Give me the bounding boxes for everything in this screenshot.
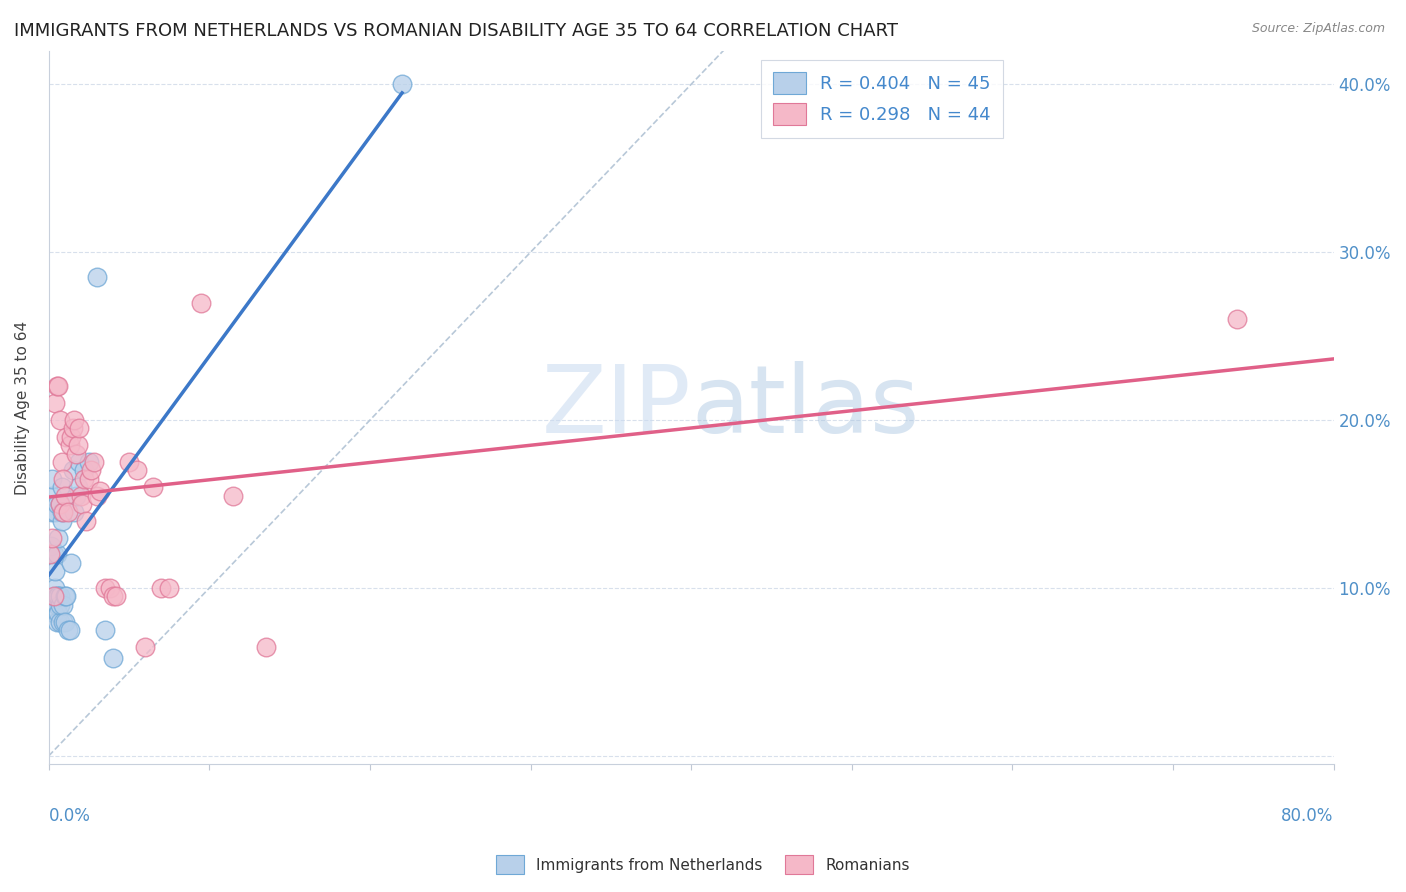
Legend: Immigrants from Netherlands, Romanians: Immigrants from Netherlands, Romanians bbox=[491, 849, 915, 880]
Point bbox=[62, 421, 84, 435]
Point bbox=[42, 548, 65, 562]
Point bbox=[45, 590, 67, 604]
Point bbox=[49, 497, 72, 511]
Point bbox=[72, 497, 94, 511]
Point bbox=[89, 483, 111, 498]
Point bbox=[49, 590, 72, 604]
Point bbox=[98, 581, 121, 595]
Point bbox=[77, 455, 100, 469]
Point bbox=[48, 590, 70, 604]
Point bbox=[60, 430, 83, 444]
Point bbox=[63, 505, 86, 519]
Point bbox=[52, 598, 75, 612]
Point bbox=[49, 615, 72, 629]
Point bbox=[56, 623, 79, 637]
Point bbox=[44, 396, 66, 410]
Point bbox=[52, 505, 75, 519]
Point bbox=[67, 421, 90, 435]
Point bbox=[44, 505, 66, 519]
Legend: R = 0.404   N = 45, R = 0.298   N = 44: R = 0.404 N = 45, R = 0.298 N = 44 bbox=[761, 60, 1004, 138]
Point bbox=[39, 598, 62, 612]
Point bbox=[63, 413, 86, 427]
Point bbox=[66, 438, 89, 452]
Point bbox=[56, 505, 79, 519]
Point bbox=[44, 581, 66, 595]
Point bbox=[39, 548, 62, 562]
Point bbox=[48, 606, 70, 620]
Text: 80.0%: 80.0% bbox=[1281, 807, 1334, 825]
Point bbox=[42, 590, 65, 604]
Point bbox=[157, 581, 180, 595]
Point bbox=[45, 497, 67, 511]
Point bbox=[41, 489, 63, 503]
Point bbox=[49, 413, 72, 427]
Point bbox=[67, 455, 90, 469]
Text: 0.0%: 0.0% bbox=[49, 807, 90, 825]
Text: ZIP: ZIP bbox=[541, 361, 692, 453]
Point bbox=[51, 514, 73, 528]
Y-axis label: Disability Age 35 to 64: Disability Age 35 to 64 bbox=[15, 320, 30, 494]
Point bbox=[51, 455, 73, 469]
Point bbox=[48, 379, 70, 393]
Point bbox=[73, 472, 96, 486]
Text: atlas: atlas bbox=[692, 361, 920, 453]
Point bbox=[134, 640, 156, 654]
Point bbox=[101, 590, 124, 604]
Point bbox=[53, 615, 76, 629]
Point bbox=[1226, 312, 1249, 326]
Point bbox=[45, 379, 67, 393]
Point bbox=[86, 489, 108, 503]
Point bbox=[127, 463, 149, 477]
Point bbox=[65, 489, 87, 503]
Point bbox=[42, 606, 65, 620]
Point bbox=[94, 581, 117, 595]
Point bbox=[66, 480, 89, 494]
Point bbox=[73, 463, 96, 477]
Point bbox=[118, 455, 141, 469]
Point bbox=[94, 623, 117, 637]
Text: IMMIGRANTS FROM NETHERLANDS VS ROMANIAN DISABILITY AGE 35 TO 64 CORRELATION CHAR: IMMIGRANTS FROM NETHERLANDS VS ROMANIAN … bbox=[14, 22, 898, 40]
Point bbox=[44, 564, 66, 578]
Point bbox=[55, 430, 77, 444]
Point bbox=[150, 581, 173, 595]
Point bbox=[39, 539, 62, 553]
Point bbox=[49, 598, 72, 612]
Point bbox=[59, 623, 82, 637]
Point bbox=[254, 640, 277, 654]
Point bbox=[79, 463, 101, 477]
Point bbox=[53, 489, 76, 503]
Point bbox=[53, 590, 76, 604]
Text: Source: ZipAtlas.com: Source: ZipAtlas.com bbox=[1251, 22, 1385, 36]
Point bbox=[45, 598, 67, 612]
Point bbox=[42, 590, 65, 604]
Point bbox=[51, 480, 73, 494]
Point bbox=[101, 651, 124, 665]
Point bbox=[41, 531, 63, 545]
Point bbox=[83, 455, 105, 469]
Point bbox=[48, 531, 70, 545]
Point bbox=[75, 514, 97, 528]
Point bbox=[62, 463, 84, 477]
Point bbox=[45, 615, 67, 629]
Point bbox=[190, 295, 212, 310]
Point bbox=[60, 556, 83, 570]
Point bbox=[222, 489, 245, 503]
Point bbox=[52, 615, 75, 629]
Point bbox=[49, 497, 72, 511]
Point bbox=[142, 480, 165, 494]
Point bbox=[55, 590, 77, 604]
Point bbox=[41, 472, 63, 486]
Point bbox=[52, 472, 75, 486]
Point bbox=[65, 447, 87, 461]
Point bbox=[45, 548, 67, 562]
Point bbox=[41, 505, 63, 519]
Point bbox=[105, 590, 128, 604]
Point bbox=[86, 270, 108, 285]
Point bbox=[391, 77, 413, 91]
Point bbox=[51, 505, 73, 519]
Point bbox=[70, 489, 93, 503]
Point bbox=[77, 472, 100, 486]
Point bbox=[59, 438, 82, 452]
